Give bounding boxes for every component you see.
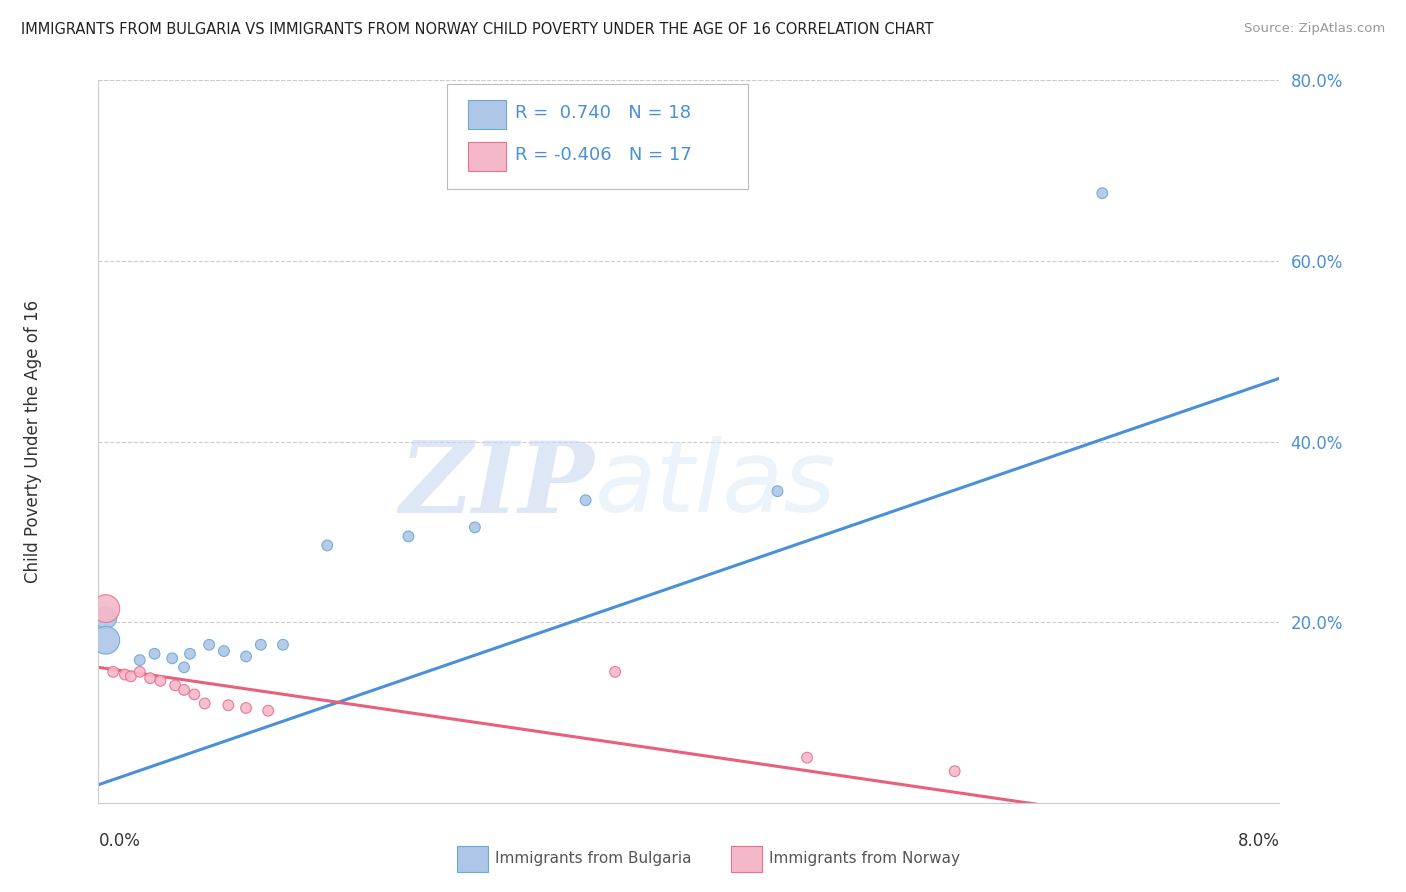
Point [464,520,486,534]
Text: R = -0.406   N = 17: R = -0.406 N = 17 [516,145,692,164]
Point [149,673,172,688]
Point [217,698,239,713]
Point [94,601,117,615]
Bar [468,142,506,170]
Point [183,687,205,701]
Text: IMMIGRANTS FROM BULGARIA VS IMMIGRANTS FROM NORWAY CHILD POVERTY UNDER THE AGE O: IMMIGRANTS FROM BULGARIA VS IMMIGRANTS F… [21,22,934,37]
Point [165,678,187,692]
Text: Source: ZipAtlas.com: Source: ZipAtlas.com [1244,22,1385,36]
FancyBboxPatch shape [447,84,748,189]
Point [94,633,117,648]
Point [143,647,166,661]
Point [250,638,273,652]
Point [120,669,142,683]
Bar [468,100,506,128]
Point [605,665,627,679]
Point [235,649,257,664]
Text: R =  0.740   N = 18: R = 0.740 N = 18 [516,103,692,122]
Point [575,493,598,508]
Point [766,484,789,499]
Point [271,638,294,652]
Point [235,701,257,715]
Point [179,647,201,661]
Text: 0.0%: 0.0% [98,831,141,850]
Point [316,538,339,552]
Point [128,653,150,667]
Point [194,697,217,711]
Point [398,529,420,543]
Point [128,665,150,679]
Point [796,750,818,764]
Text: 8.0%: 8.0% [1237,831,1279,850]
Point [173,660,195,674]
Point [139,671,162,685]
Point [94,610,117,624]
Text: Immigrants from Bulgaria: Immigrants from Bulgaria [495,852,692,866]
Point [103,665,125,679]
Point [212,644,235,658]
Point [114,667,136,681]
Point [943,764,966,779]
Text: Immigrants from Norway: Immigrants from Norway [769,852,960,866]
Point [173,682,195,697]
Text: Child Poverty Under the Age of 16: Child Poverty Under the Age of 16 [24,300,42,583]
Text: atlas: atlas [595,436,837,533]
Point [257,704,280,718]
Point [162,651,183,665]
Text: ZIP: ZIP [399,437,595,533]
Point [198,638,221,652]
Point [1091,186,1114,201]
